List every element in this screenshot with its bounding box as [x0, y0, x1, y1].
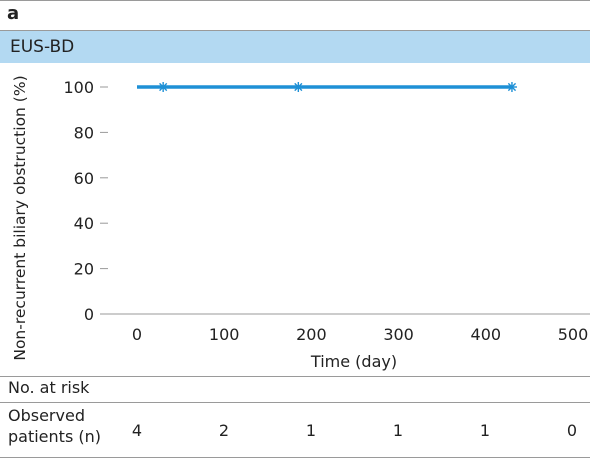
risk-row-label: Observed patients (n)	[8, 405, 101, 447]
risk-row-label-line2: patients (n)	[8, 427, 101, 446]
panel-letter: a	[7, 3, 20, 24]
y-tick-label: 60	[74, 169, 94, 188]
x-tick-label: 300	[383, 325, 414, 344]
risk-top-rule	[0, 376, 590, 377]
risk-table-title: No. at risk	[8, 378, 90, 397]
censor-marker-stroke	[294, 82, 303, 92]
y-tick-label: 40	[74, 214, 94, 233]
censor-marker	[293, 82, 304, 92]
risk-value: 1	[479, 421, 491, 440]
y-tick-label: 80	[74, 123, 94, 142]
risk-value: 1	[392, 421, 404, 440]
risk-value: 2	[218, 421, 230, 440]
x-tick-label: 400	[471, 325, 502, 344]
censor-marker	[506, 82, 517, 92]
risk-row-label-line1: Observed	[8, 406, 85, 425]
axes	[100, 86, 590, 315]
group-label: EUS-BD	[10, 37, 75, 57]
y-tick-label: 100	[63, 78, 94, 97]
x-tick-label: 0	[132, 325, 142, 344]
x-tick-label: 500	[558, 325, 589, 344]
group-banner: EUS-BD	[0, 31, 590, 63]
banner-top-rule	[0, 30, 590, 31]
survival-chart: 0 20 40 60 80 100 0 100 200 300 400 500	[63, 78, 590, 344]
risk-mid-rule	[0, 402, 590, 403]
x-axis-label: Time (day)	[310, 352, 398, 371]
risk-value: 1	[305, 421, 317, 440]
censor-marker-stroke	[507, 82, 517, 92]
risk-value: 0	[566, 421, 578, 440]
censor-marker-stroke	[159, 82, 168, 92]
censor-markers	[158, 82, 517, 92]
top-rule	[0, 0, 590, 1]
x-tick-label: 100	[209, 325, 240, 344]
risk-value: 4	[131, 421, 143, 440]
y-tick-label: 20	[74, 260, 94, 279]
x-tick-label: 200	[296, 325, 327, 344]
censor-marker	[158, 82, 169, 92]
tick-labels: 0 20 40 60 80 100 0 100 200 300 400 500	[63, 78, 588, 344]
y-tick-label: 0	[84, 305, 94, 324]
